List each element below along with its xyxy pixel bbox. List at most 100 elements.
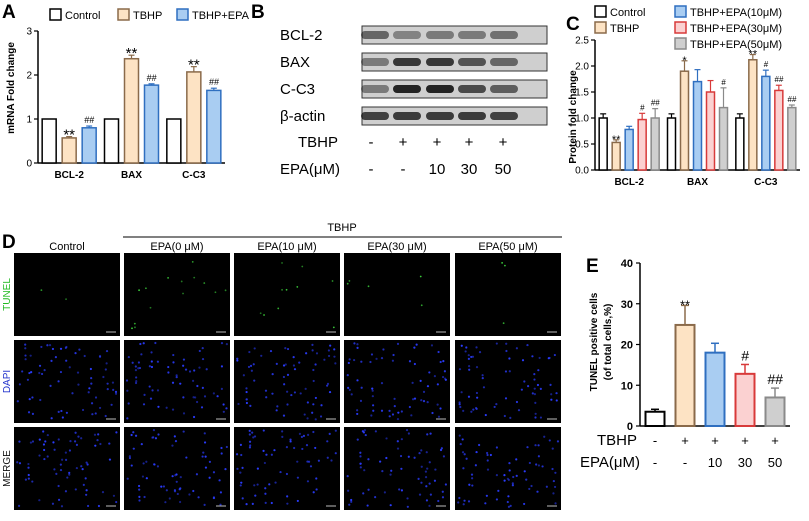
microscopy-cell (462, 503, 465, 506)
microscopy-cell (305, 444, 309, 447)
microscopy-cell (415, 343, 418, 346)
microscopy-cell (142, 342, 145, 345)
microscopy-cell (422, 400, 426, 403)
microscopy-cell (506, 500, 509, 504)
microscopy-cell (27, 411, 31, 414)
microscopy-cell (281, 262, 283, 264)
microscopy-cell (333, 348, 336, 351)
microscopy-cell (142, 403, 146, 406)
microscopy-cell (156, 360, 159, 363)
microscopy-cell (471, 484, 474, 487)
microscopy-cell (426, 433, 429, 436)
microscopy-cell (263, 314, 265, 316)
microscopy-cell (553, 353, 556, 357)
panel-b-treatment-rows: - + + + + - - 10 30 50 (369, 134, 512, 178)
panel-a-significance-mark: ** (126, 45, 138, 62)
microscopy-cell (312, 403, 315, 406)
microscopy-cell (281, 435, 284, 438)
microscopy-cell (350, 498, 353, 502)
panel-e-row-label-epa: EPA(μM) (580, 454, 640, 471)
microscopy-cell (370, 414, 373, 417)
microscopy-cell (374, 430, 377, 433)
microscopy-cell (346, 282, 349, 285)
legend-swatch-c-tbhp (594, 21, 607, 34)
microscopy-cell (171, 475, 174, 478)
microscopy-cell (356, 343, 359, 346)
microscopy-cell (135, 376, 138, 379)
microscopy-cell (204, 466, 208, 469)
microscopy-cell (405, 428, 409, 432)
microscopy-cell (528, 461, 531, 465)
microscopy-cell (201, 386, 204, 389)
microscopy-cell (326, 382, 330, 386)
legend-swatch-c-epa50 (674, 37, 687, 50)
microscopy-cell (536, 383, 540, 387)
microscopy-column-label: EPA(10 μM) (257, 241, 316, 253)
microscopy-cell (418, 493, 422, 496)
microscopy-cell (176, 492, 179, 496)
microscopy-cell (306, 480, 310, 483)
microscopy-cell (31, 480, 34, 483)
microscopy-cell (300, 435, 304, 439)
microscopy-cell (80, 465, 83, 468)
panel-c-ylabel: Protein fold change (568, 70, 579, 164)
microscopy-cell (382, 348, 385, 351)
microscopy-cell (157, 405, 160, 408)
microscopy-cell (203, 395, 207, 398)
microscopy-image (344, 427, 450, 510)
microscopy-cell (388, 409, 391, 412)
microscopy-cell (241, 497, 244, 500)
panel-e-tbhp-sign: + (771, 433, 779, 448)
microscopy-cell (16, 400, 19, 403)
microscopy-cell (458, 401, 461, 404)
microscopy-cell (65, 298, 67, 301)
microscopy-cell (359, 466, 362, 469)
microscopy-cell (304, 387, 307, 390)
microscopy-cell (478, 351, 482, 354)
microscopy-cell (420, 399, 423, 402)
microscopy-cell (363, 429, 367, 432)
microscopy-cell (467, 354, 470, 357)
microscopy-cell (437, 415, 441, 418)
microscopy-cell (504, 370, 508, 373)
microscopy-cell (38, 499, 41, 502)
panel-e-significance-mark: ## (767, 371, 783, 387)
blot-band (393, 112, 421, 120)
microscopy-cell (460, 391, 463, 394)
microscopy-cell (150, 360, 153, 363)
microscopy-cell (379, 460, 382, 463)
microscopy-cell (196, 384, 199, 388)
microscopy-cell (436, 403, 439, 406)
microscopy-cell (408, 405, 411, 409)
microscopy-cell (437, 350, 440, 354)
microscopy-column-label: Control (49, 241, 84, 253)
microscopy-cell (74, 488, 77, 491)
microscopy-cell (399, 454, 403, 458)
microscopy-cell (219, 491, 223, 494)
microscopy-cell (51, 347, 55, 351)
microscopy-cell (249, 444, 252, 447)
microscopy-cell (292, 364, 296, 367)
panel-b-epa-dose: 10 (429, 161, 446, 178)
legend-swatch-c-epa10 (674, 5, 687, 18)
microscopy-cell (276, 405, 279, 408)
microscopy-cell (61, 416, 64, 419)
microscopy-cell (314, 446, 317, 450)
microscopy-cell (191, 379, 195, 382)
microscopy-column-label: EPA(0 μM) (150, 241, 203, 253)
microscopy-cell (265, 396, 268, 399)
microscopy-cell (463, 453, 466, 456)
microscopy-cell (309, 465, 313, 468)
panel-e-ytick-label: 40 (621, 258, 633, 270)
microscopy-cell (57, 484, 60, 488)
microscopy-cell (182, 292, 184, 295)
microscopy-cell (212, 471, 216, 474)
microscopy-cell (526, 446, 529, 449)
panel-c-category-label: BAX (687, 177, 708, 188)
microscopy-cell (301, 447, 304, 451)
microscopy-cell (433, 479, 437, 482)
microscopy-cell (212, 496, 216, 500)
microscopy-cell (484, 502, 487, 505)
microscopy-cell (465, 457, 468, 460)
